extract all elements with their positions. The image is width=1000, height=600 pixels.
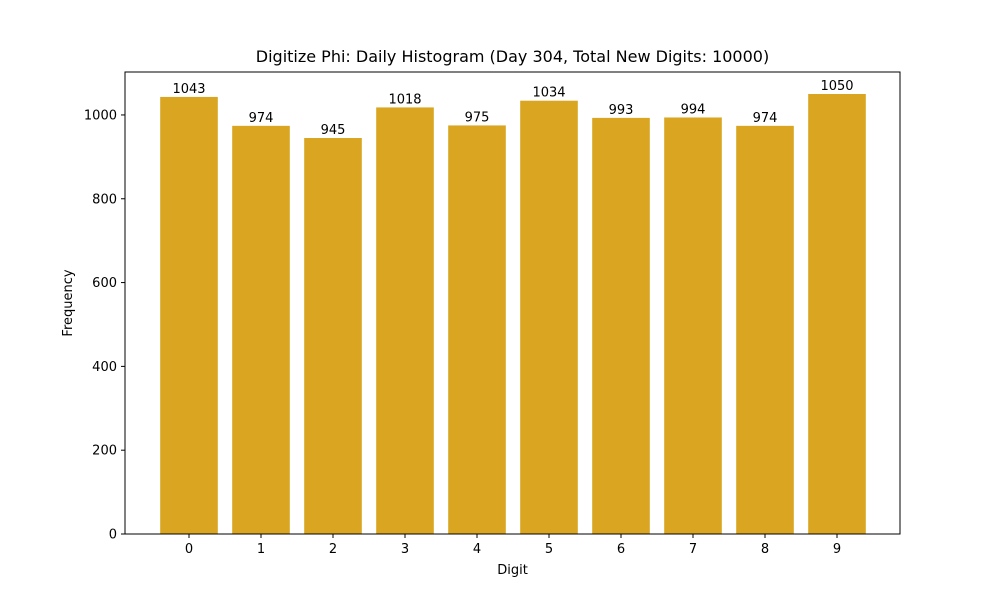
- x-tick-label-2: 2: [329, 542, 337, 557]
- bar-6: [592, 117, 650, 534]
- data-label-2: 945: [321, 123, 346, 138]
- y-tick-label-0: 0: [109, 528, 117, 543]
- y-tick-label-800: 800: [92, 192, 117, 207]
- bar-5: [520, 100, 578, 534]
- x-tick-label-6: 6: [617, 542, 625, 557]
- bar-2: [304, 138, 362, 534]
- data-label-4: 975: [465, 110, 490, 125]
- y-tick-label-200: 200: [92, 444, 117, 459]
- plot-frame: [124, 71, 901, 535]
- x-tick-label-8: 8: [761, 542, 769, 557]
- chart-title: Digitize Phi: Daily Histogram (Day 304, …: [255, 47, 770, 66]
- bar-4: [448, 125, 506, 534]
- x-tick-label-4: 4: [473, 542, 481, 557]
- y-axis: 0 200 400 600 800 1000: [84, 108, 125, 543]
- bar-9: [808, 94, 866, 534]
- x-tick-label-9: 9: [833, 542, 841, 557]
- x-axis-label: Digit: [497, 563, 528, 578]
- bar-0: [160, 96, 218, 534]
- x-tick-label-7: 7: [689, 542, 697, 557]
- x-tick-label-3: 3: [401, 542, 409, 557]
- y-tick-label-600: 600: [92, 276, 117, 291]
- data-label-3: 1018: [388, 92, 421, 107]
- bar-3: [376, 107, 434, 535]
- y-tick-label-1000: 1000: [84, 108, 117, 123]
- data-label-7: 994: [681, 102, 706, 117]
- data-label-8: 974: [753, 111, 778, 126]
- bar-7: [664, 117, 722, 534]
- y-tick-label-400: 400: [92, 360, 117, 375]
- data-label-0: 1043: [172, 82, 205, 97]
- x-tick-label-0: 0: [185, 542, 193, 557]
- data-labels-group: 1043 974 945 1018 975 1034 993 994 974 1050: [172, 79, 853, 138]
- data-label-9: 1050: [820, 79, 853, 94]
- data-label-1: 974: [249, 111, 274, 126]
- y-axis-label: Frequency: [61, 269, 76, 336]
- data-label-5: 1034: [532, 86, 565, 101]
- bar-8: [736, 125, 794, 534]
- data-label-6: 993: [609, 103, 634, 118]
- x-axis: 0 1 2 3 4 5 6 7 8 9: [185, 534, 841, 557]
- bars-group: [160, 94, 866, 535]
- x-tick-label-1: 1: [257, 542, 265, 557]
- x-tick-label-5: 5: [545, 542, 553, 557]
- bar-1: [232, 125, 290, 534]
